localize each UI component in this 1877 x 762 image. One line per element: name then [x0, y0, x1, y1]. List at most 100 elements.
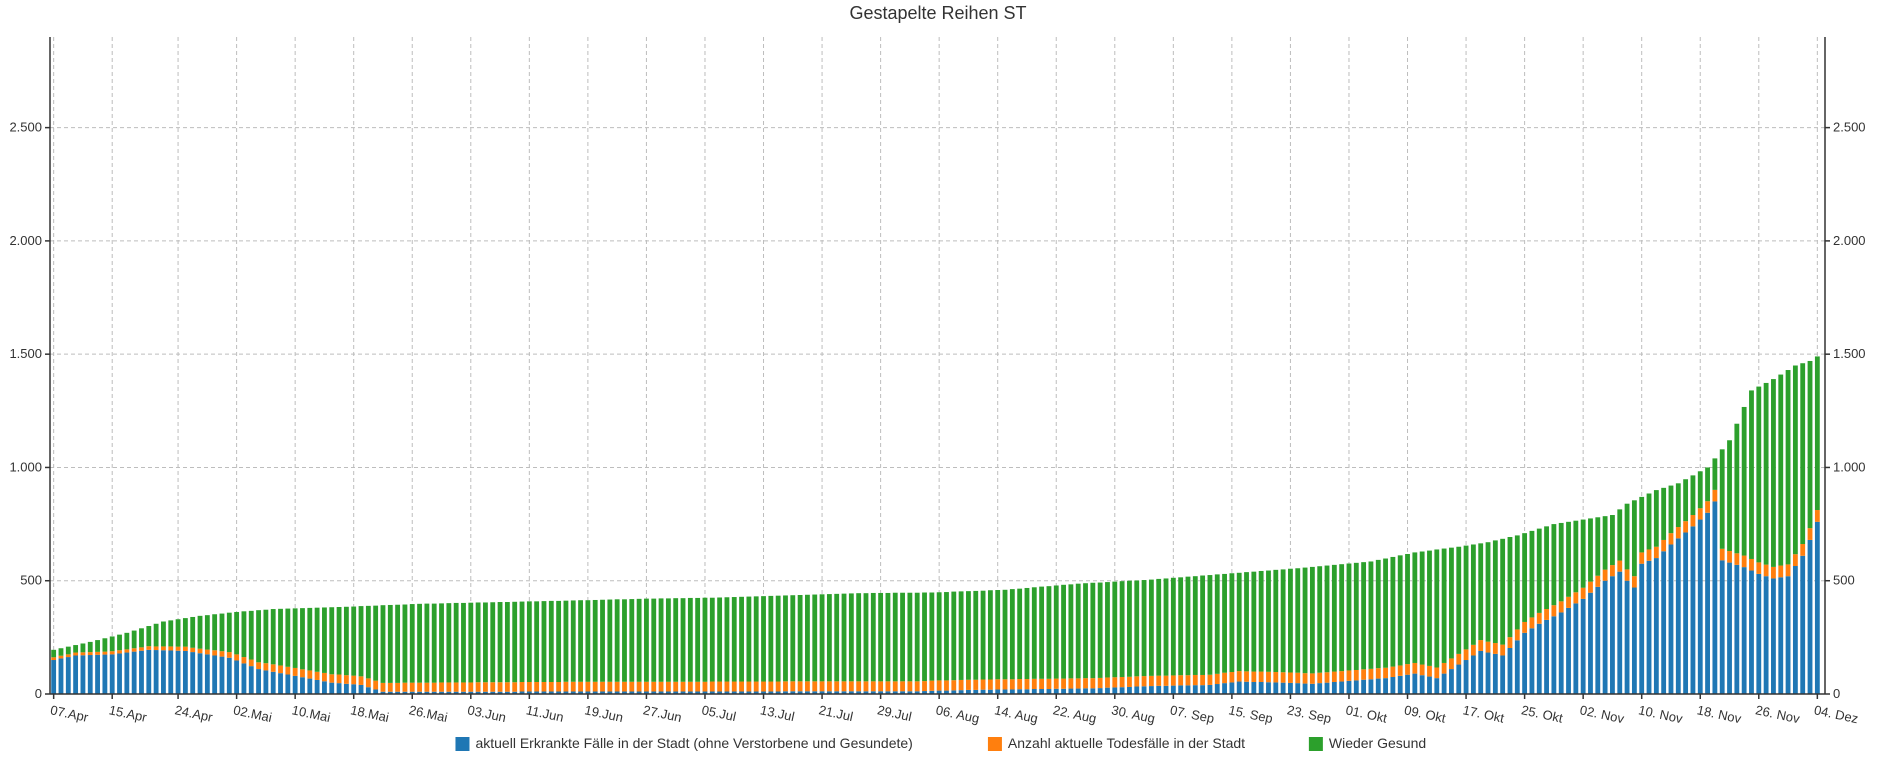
bar-active [182, 650, 188, 694]
bar-recovered [343, 606, 349, 676]
bar-deaths [1610, 565, 1615, 577]
bar-recovered [1785, 370, 1791, 565]
bar-recovered [622, 599, 627, 682]
bar-recovered [87, 641, 93, 653]
bar-active [263, 670, 269, 694]
bar-deaths [204, 649, 210, 655]
bar-recovered [914, 592, 920, 682]
bar-deaths [314, 671, 320, 680]
bar-deaths [1251, 671, 1257, 682]
bar-active [139, 650, 144, 694]
bar-deaths [1002, 679, 1008, 690]
bar-active [1792, 566, 1798, 694]
bar-active [885, 691, 891, 694]
bar-active [519, 691, 525, 694]
bar-recovered [1141, 580, 1147, 677]
bar-deaths [768, 681, 774, 692]
legend-label: aktuell Erkrankte Fälle in der Stadt (oh… [475, 735, 912, 751]
bar-active [1749, 570, 1754, 694]
bar-active [1317, 683, 1323, 694]
x-tick-label: 19.Jun [583, 702, 624, 725]
x-tick-label: 21.Jul [817, 702, 854, 724]
bar-recovered [468, 602, 474, 683]
bar-deaths [431, 682, 437, 692]
bar-recovered [651, 598, 657, 682]
bar-recovered [439, 603, 444, 683]
bar-active [1668, 544, 1674, 694]
bar-deaths [951, 680, 957, 691]
bar-deaths [1295, 672, 1301, 684]
bar-recovered [1068, 584, 1074, 679]
bar-deaths [1214, 673, 1220, 685]
bar-active [1719, 560, 1725, 694]
bar-recovered [702, 597, 708, 682]
x-tick-label: 02. Nov [1579, 702, 1626, 726]
bar-active [600, 691, 605, 694]
bar-deaths [1485, 641, 1491, 653]
bar-recovered [1646, 493, 1652, 550]
bar-active [1141, 686, 1147, 694]
x-tick-label: 27.Jun [642, 702, 683, 725]
bar-recovered [548, 600, 554, 682]
bar-active [1419, 675, 1425, 694]
bar-recovered [687, 597, 693, 682]
bar-deaths [856, 681, 862, 692]
bar-deaths [65, 654, 71, 658]
bar-recovered [1573, 520, 1579, 593]
y-tick-label-left: 0 [35, 686, 42, 701]
bar-deaths [146, 646, 152, 650]
bar-recovered [117, 634, 122, 651]
bar-deaths [446, 682, 452, 692]
bar-active [102, 654, 108, 694]
x-tick-label: 18. Nov [1696, 702, 1743, 726]
bar-deaths [1207, 674, 1213, 685]
bar-deaths [1222, 672, 1227, 684]
bar-active [556, 691, 562, 694]
bar-recovered [1639, 496, 1645, 553]
bar-recovered [1683, 479, 1689, 522]
bar-deaths [1288, 672, 1293, 683]
bar-deaths [182, 646, 188, 651]
bar-deaths [1639, 552, 1645, 564]
bar-active [1405, 674, 1410, 694]
bar-active [1148, 686, 1154, 694]
bar-recovered [483, 602, 488, 683]
bar-active [1244, 681, 1249, 694]
bar-deaths [592, 681, 598, 692]
bar-deaths [753, 681, 759, 692]
bar-recovered [644, 598, 649, 682]
bar-active [1097, 688, 1103, 694]
bar-recovered [1053, 585, 1059, 679]
bar-recovered [534, 601, 540, 682]
bar-deaths [1229, 672, 1235, 683]
bar-deaths [900, 681, 905, 692]
bar-deaths [519, 681, 525, 692]
bar-recovered [1602, 516, 1608, 570]
bar-deaths [387, 682, 393, 692]
bar-active [753, 691, 759, 694]
x-tick-label: 04. Dez [1813, 702, 1860, 726]
bar-deaths [461, 682, 466, 692]
bar-recovered [1522, 533, 1528, 622]
bar-deaths [1785, 564, 1791, 577]
bar-deaths [329, 674, 335, 683]
bar-active [1544, 619, 1549, 694]
bar-active [387, 691, 393, 694]
bar-active [1207, 684, 1213, 694]
bar-deaths [987, 679, 993, 690]
bar-active [1017, 689, 1023, 694]
bar-deaths [1046, 678, 1052, 690]
bar-active [1280, 682, 1286, 694]
bar-recovered [848, 593, 854, 682]
bar-recovered [907, 592, 913, 682]
bar-recovered [695, 597, 701, 682]
bar-deaths [1544, 609, 1549, 620]
bar-active [570, 691, 576, 694]
bar-active [1273, 682, 1279, 694]
bar-recovered [490, 602, 496, 683]
bar-active [1222, 683, 1227, 694]
bar-deaths [680, 681, 686, 692]
bar-deaths [1778, 565, 1784, 578]
bar-recovered [212, 614, 218, 651]
bar-deaths [1756, 562, 1762, 574]
